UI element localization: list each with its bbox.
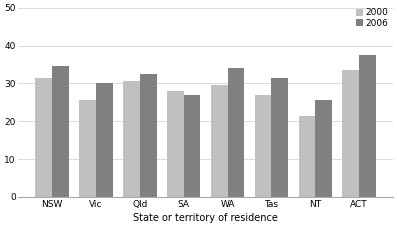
Bar bbox=[140, 74, 156, 197]
Bar bbox=[315, 100, 332, 197]
Bar bbox=[299, 116, 315, 197]
X-axis label: State or territory of residence: State or territory of residence bbox=[133, 213, 278, 223]
Bar bbox=[167, 91, 184, 197]
Bar bbox=[52, 66, 69, 197]
Legend: 2000, 2006: 2000, 2006 bbox=[356, 8, 388, 28]
Bar bbox=[79, 100, 96, 197]
Bar bbox=[272, 78, 288, 197]
Bar bbox=[343, 70, 359, 197]
Bar bbox=[211, 85, 227, 197]
Bar bbox=[35, 78, 52, 197]
Bar bbox=[96, 83, 113, 197]
Bar bbox=[123, 81, 140, 197]
Bar bbox=[227, 68, 244, 197]
Bar bbox=[255, 95, 272, 197]
Bar bbox=[184, 95, 200, 197]
Bar bbox=[359, 55, 376, 197]
Text: Participation rate: Participation rate bbox=[0, 0, 48, 2]
